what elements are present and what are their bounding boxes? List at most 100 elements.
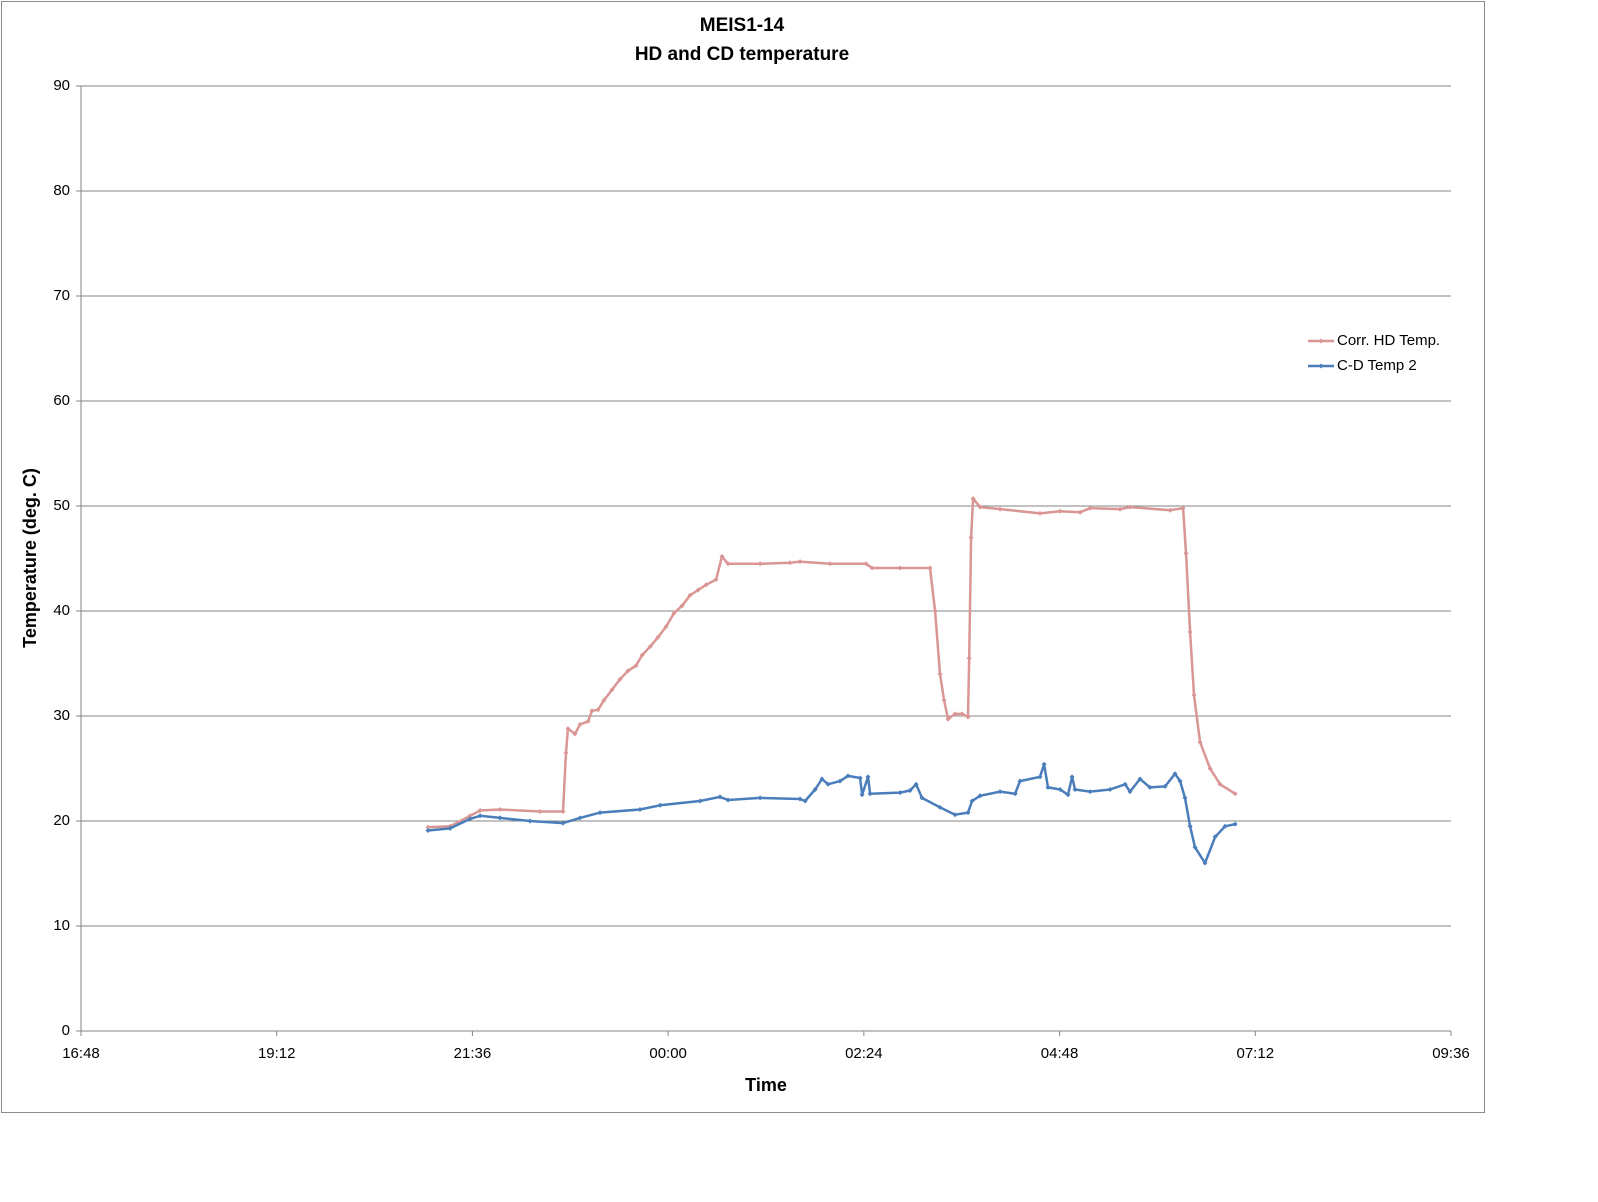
data-point xyxy=(597,810,603,816)
data-point xyxy=(1072,787,1078,792)
data-point xyxy=(563,750,569,756)
y-tick-label: 70 xyxy=(53,287,70,304)
data-point xyxy=(1117,506,1123,512)
data-point xyxy=(1037,510,1043,516)
data-point xyxy=(1127,504,1133,510)
data-point xyxy=(1017,778,1023,784)
data-point xyxy=(585,718,591,724)
data-point xyxy=(907,788,913,794)
data-point xyxy=(797,559,803,565)
data-point xyxy=(977,793,983,799)
data-point xyxy=(527,818,533,824)
legend-marker xyxy=(1318,338,1324,344)
data-point xyxy=(725,561,731,567)
data-point xyxy=(970,496,976,502)
data-point xyxy=(787,560,793,566)
data-point xyxy=(837,778,843,784)
data-point xyxy=(560,809,566,815)
data-point xyxy=(1147,784,1153,790)
data-point xyxy=(663,624,669,630)
data-point xyxy=(867,791,873,797)
data-point xyxy=(1069,774,1075,780)
data-point xyxy=(467,813,473,819)
data-point xyxy=(897,565,903,571)
data-point xyxy=(757,795,763,801)
data-point xyxy=(687,592,693,598)
data-point xyxy=(565,726,571,732)
x-axis-title: Time xyxy=(745,1075,787,1095)
chart-subtitle: HD and CD temperature xyxy=(635,44,849,65)
data-point xyxy=(1107,787,1113,792)
data-point xyxy=(637,806,643,812)
data-point xyxy=(477,808,483,813)
data-point xyxy=(1045,784,1051,790)
data-point xyxy=(719,553,725,559)
data-point xyxy=(952,812,958,818)
data-point xyxy=(919,795,925,801)
data-point xyxy=(1137,776,1143,782)
y-tick-label: 60 xyxy=(53,392,70,409)
data-point xyxy=(812,787,818,792)
data-point xyxy=(1180,505,1186,511)
x-tick-label: 09:36 xyxy=(1432,1045,1470,1062)
data-point xyxy=(647,644,653,650)
data-point xyxy=(625,668,631,674)
data-point xyxy=(932,608,938,614)
data-point xyxy=(713,577,719,582)
data-point xyxy=(609,687,615,693)
data-point xyxy=(617,676,623,682)
y-axis-title: Temperature (deg. C) xyxy=(20,468,40,648)
x-tick-label: 02:24 xyxy=(845,1045,883,1062)
data-point xyxy=(937,804,943,810)
data-point xyxy=(447,825,453,831)
data-point xyxy=(572,731,578,737)
data-point xyxy=(497,806,503,812)
legend-label: C-D Temp 2 xyxy=(1337,357,1417,374)
data-point xyxy=(845,773,851,779)
data-point xyxy=(1232,821,1238,827)
y-tick-label: 0 xyxy=(62,1022,70,1039)
y-tick-label: 40 xyxy=(53,602,70,619)
data-point xyxy=(997,789,1003,795)
chart-frame xyxy=(1,1,1485,1113)
data-point xyxy=(959,711,965,717)
data-point xyxy=(1197,739,1203,745)
data-point xyxy=(657,802,663,808)
y-tick-label: 90 xyxy=(53,77,70,94)
data-point xyxy=(863,561,869,567)
data-point xyxy=(1162,783,1168,789)
x-tick-label: 00:00 xyxy=(649,1045,687,1062)
data-point xyxy=(601,697,607,703)
data-point xyxy=(577,815,583,821)
data-point xyxy=(1187,629,1193,635)
data-point xyxy=(577,721,583,727)
data-point xyxy=(1087,505,1093,511)
data-point xyxy=(1057,508,1063,514)
data-point xyxy=(589,708,595,714)
data-point xyxy=(937,671,943,677)
x-tick-label: 07:12 xyxy=(1237,1045,1275,1062)
data-point xyxy=(1212,834,1218,840)
data-point xyxy=(679,603,685,609)
data-point xyxy=(969,798,975,804)
data-point xyxy=(827,561,833,567)
data-point xyxy=(966,655,972,661)
data-point xyxy=(977,504,983,510)
data-point xyxy=(1192,844,1198,850)
data-point xyxy=(1177,778,1183,784)
data-point xyxy=(1167,507,1173,513)
y-tick-label: 20 xyxy=(53,812,70,829)
data-point xyxy=(865,774,871,780)
data-point xyxy=(952,711,958,717)
data-point xyxy=(717,794,723,800)
data-point xyxy=(477,813,483,819)
legend-marker xyxy=(1318,363,1324,369)
data-point xyxy=(1127,789,1133,795)
y-tick-label: 50 xyxy=(53,497,70,514)
data-point xyxy=(633,663,639,669)
data-point xyxy=(802,798,808,804)
data-point xyxy=(1183,550,1189,556)
data-point xyxy=(425,824,431,830)
x-tick-label: 16:48 xyxy=(62,1045,100,1062)
